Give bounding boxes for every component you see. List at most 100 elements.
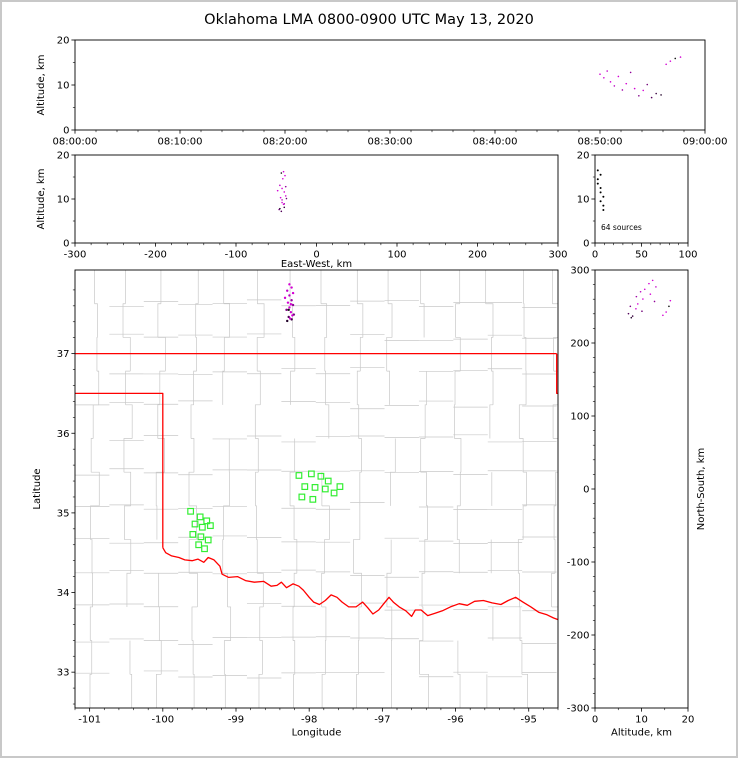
lightning-source-dot (662, 314, 664, 317)
lightning-source-dot (289, 311, 293, 314)
tick-label: 300 (548, 250, 567, 261)
lightning-source-dot (279, 207, 281, 210)
lightning-source-dot (646, 83, 649, 86)
tick-label: 0 (583, 239, 589, 250)
lightning-source-dot (660, 94, 662, 96)
lightning-source-dot (650, 96, 653, 99)
tick-label: -95 (521, 715, 537, 726)
lma-station-marker (336, 483, 344, 491)
lightning-source-dot (655, 92, 657, 95)
lightning-source-dot (668, 305, 670, 308)
panel-eastwest-height (74, 154, 559, 244)
lma-station-marker (196, 513, 204, 521)
tick-label: 300 (570, 266, 589, 277)
tick-label: 100 (570, 412, 589, 423)
histogram-dot (599, 187, 602, 189)
lightning-source-dot (283, 296, 287, 300)
lightning-source-dot (665, 311, 667, 313)
lma-station-marker (197, 533, 205, 541)
tick-label: 08:30:00 (368, 137, 413, 148)
tick-label: 10 (635, 715, 648, 726)
lightning-source-dot (648, 282, 650, 285)
lightning-source-dot (649, 293, 652, 295)
tick-label: -97 (374, 715, 390, 726)
lma-station-marker (206, 522, 214, 530)
lightning-source-dot (281, 199, 283, 201)
lma-station-marker (324, 477, 332, 485)
lightning-source-dot (599, 73, 601, 75)
lightning-source-dot (288, 317, 292, 320)
tick-label: -200 (567, 631, 590, 642)
lightning-source-dot (636, 303, 639, 305)
lightning-source-dot (290, 299, 293, 302)
lightning-source-dot (638, 95, 640, 97)
tick-label: 08:50:00 (578, 137, 623, 148)
axis-title-altitude-mid: Altitude, km (36, 169, 47, 230)
lightning-source-dot (625, 82, 628, 85)
lightning-source-dot (291, 314, 294, 317)
lightning-source-dot (679, 56, 682, 58)
lightning-source-dot (284, 174, 286, 177)
lma-station-marker (203, 517, 211, 525)
lma-station-marker (307, 470, 315, 478)
tick-label: 100 (387, 250, 406, 261)
axis-title-longitude: Longitude (292, 728, 342, 739)
tick-label: 200 (468, 250, 487, 261)
lightning-source-dot (280, 210, 283, 213)
lightning-source-dot (280, 172, 283, 174)
tick-label: 20 (577, 151, 590, 162)
lma-station-marker (321, 485, 329, 493)
lightning-source-dot (631, 315, 634, 317)
tick-label: 0 (313, 250, 319, 261)
tick-label: 0 (592, 715, 598, 726)
histogram-dot (596, 178, 599, 181)
lma-station-marker (317, 472, 325, 480)
tick-label: -101 (78, 715, 101, 726)
lightning-source-dot (288, 294, 291, 297)
lightning-source-dot (641, 310, 643, 313)
lightning-source-dot (629, 71, 632, 74)
lightning-source-dot (287, 315, 290, 319)
tick-label: 08:00:00 (53, 137, 98, 148)
lightning-source-dot (289, 303, 293, 306)
lightning-source-dot (629, 305, 632, 308)
axis-title-altitude-top: Altitude, km (36, 55, 47, 116)
histogram-dot (599, 191, 602, 194)
lma-station-marker (198, 523, 206, 531)
lightning-source-dot (284, 185, 287, 188)
panel-plan-view (74, 269, 559, 709)
tick-label: 0 (592, 250, 598, 261)
county-lines (75, 270, 558, 708)
lightning-source-dot (283, 191, 286, 193)
lma-station-marker (298, 493, 306, 501)
lightning-source-dot (621, 89, 624, 91)
histogram-dot (599, 200, 602, 203)
lma-station-marker (201, 545, 208, 553)
tick-label: 20 (57, 36, 70, 47)
figure-title: Oklahoma LMA 0800-0900 UTC May 13, 2020 (204, 12, 534, 28)
histogram-dot (602, 209, 605, 211)
lightning-source-dot (286, 301, 290, 304)
tick-label: -300 (64, 250, 87, 261)
lma-station-marker (189, 530, 197, 538)
lightning-source-dot (286, 289, 289, 292)
tick-label: 36 (57, 429, 70, 440)
lightning-source-dot (669, 299, 672, 302)
lightning-source-dot (674, 57, 677, 60)
histogram-dot (602, 204, 605, 207)
tick-label: -96 (447, 715, 463, 726)
panel-altitude-histogram (594, 154, 689, 244)
tick-label: 20 (682, 715, 695, 726)
axis-title-latitude: Latitude (32, 468, 43, 509)
lma-station-marker (301, 483, 309, 491)
lightning-source-dot (290, 286, 293, 289)
tick-label: 08:20:00 (263, 137, 308, 148)
lightning-source-dot (603, 77, 605, 79)
tick-label: 34 (57, 588, 70, 599)
tick-label: 0 (63, 126, 69, 137)
lma-station-marker (309, 495, 317, 503)
tick-label: -98 (301, 715, 317, 726)
state-boundary (75, 352, 558, 621)
lightning-source-dot (635, 307, 637, 310)
tick-label: 37 (57, 349, 70, 360)
